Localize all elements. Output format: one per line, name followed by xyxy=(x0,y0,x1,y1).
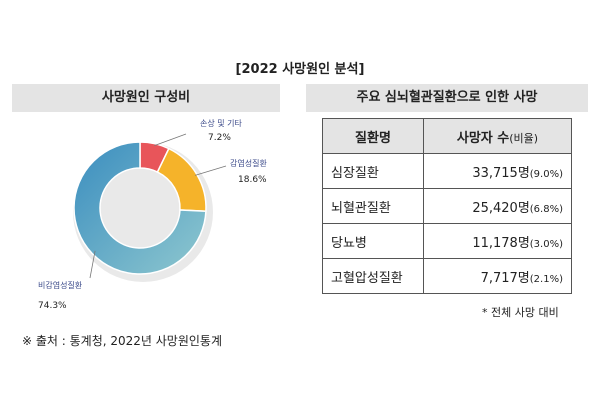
table-row: 뇌혈관질환 25,420명(6.8%) xyxy=(322,188,572,224)
page-title: [2022 사망원인 분석] xyxy=(235,62,365,77)
table-row: 심장질환 33,715명(9.0%) xyxy=(322,153,572,189)
disease-name-header: 질환명 xyxy=(322,118,424,154)
leader-line-2 xyxy=(89,250,96,279)
death-count-header-label: 사망자 수 xyxy=(456,130,510,146)
death-count-cell: 11,178명(3.0%) xyxy=(423,223,572,259)
death-count-header: 사망자 수(비율) xyxy=(423,118,572,154)
leader-line-1 xyxy=(194,165,227,176)
death-count-value: 11,178명 xyxy=(472,235,530,251)
slice-value-0: 7.2% xyxy=(208,133,231,143)
footnote: * 전체 사망 대비 xyxy=(482,306,559,319)
cause-of-death-donut-chart: 손상 및 기타 7.2% 감염성질환 18.6% 비감염성질환 74.3% xyxy=(38,118,267,311)
slice-label-0: 손상 및 기타 xyxy=(200,118,243,128)
disease-name-cell: 고혈압성질환 xyxy=(322,258,424,294)
cardio-cerebrovascular-death-table: 질환명 사망자 수(비율) 심장질환 33,715명(9.0%) 뇌혈관질환 25,4… xyxy=(322,118,572,294)
ratio-header-label: (비율) xyxy=(509,131,539,145)
death-count-cell: 33,715명(9.0%) xyxy=(423,153,572,189)
slice-value-1: 18.6% xyxy=(238,175,267,185)
death-ratio-value: (2.1%) xyxy=(529,273,563,285)
disease-name-cell: 당뇨병 xyxy=(322,223,424,259)
death-ratio-value: (9.0%) xyxy=(529,168,563,180)
death-count-value: 25,420명 xyxy=(472,200,530,216)
leader-line-0 xyxy=(154,133,187,147)
death-count-value: 7,717명 xyxy=(480,270,530,286)
death-count-value: 33,715명 xyxy=(472,165,530,181)
table-row: 고혈압성질환 7,717명(2.1%) xyxy=(322,258,572,294)
slice-label-1: 감염성질환 xyxy=(230,158,267,168)
source-note: ※ 출처 : 통계청, 2022년 사망원인통계 xyxy=(22,334,223,348)
disease-name-cell: 심장질환 xyxy=(322,153,424,189)
table-row: 당뇨병 11,178명(3.0%) xyxy=(322,223,572,259)
slice-value-2: 74.3% xyxy=(38,301,67,311)
death-ratio-value: (6.8%) xyxy=(529,203,563,215)
death-ratio-value: (3.0%) xyxy=(529,238,563,250)
disease-name-cell: 뇌혈관질환 xyxy=(322,188,424,224)
table-header-row: 질환명 사망자 수(비율) xyxy=(322,118,572,154)
donut-slice-2 xyxy=(73,141,207,275)
donut-panel-title: 사망원인 구성비 xyxy=(12,84,280,112)
slice-label-2: 비감염성질환 xyxy=(38,280,83,290)
death-count-cell: 7,717명(2.1%) xyxy=(423,258,572,294)
table-panel-title: 주요 심뇌혈관질환으로 인한 사망 xyxy=(306,84,588,112)
death-count-cell: 25,420명(6.8%) xyxy=(423,188,572,224)
